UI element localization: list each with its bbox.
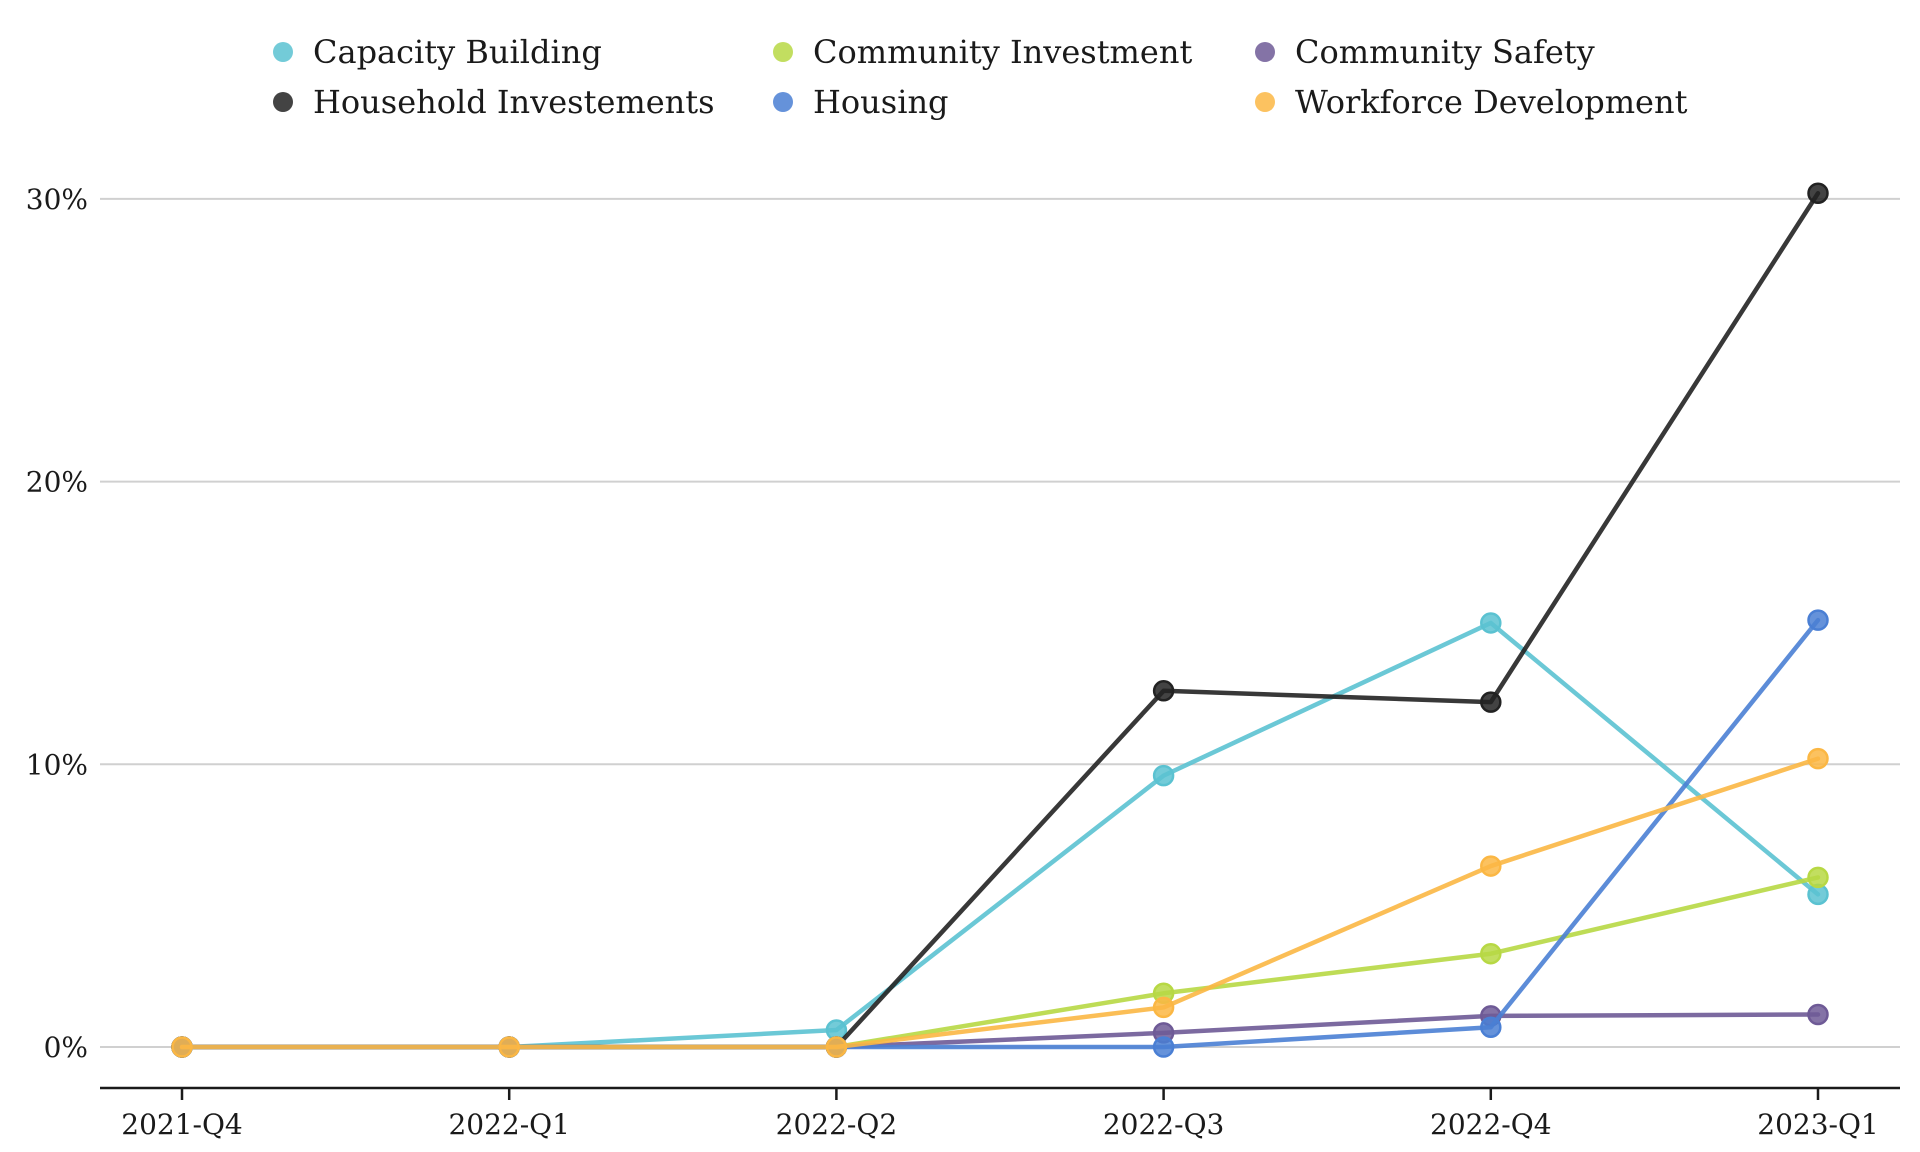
data-point-housing-2022-q3 xyxy=(1152,1036,1175,1058)
data-point-workforce-development-2022-q2 xyxy=(825,1036,848,1058)
legend-marker-workforce-development xyxy=(1255,92,1275,112)
legend-item-housing: Housing xyxy=(773,83,949,121)
data-point-capacity-building-2022-q3 xyxy=(1152,764,1175,787)
legend-marker-capacity-building xyxy=(273,42,293,62)
x-tick-label-2022-q2: 2022-Q2 xyxy=(776,1108,898,1141)
legend-item-community-safety: Community Safety xyxy=(1255,33,1595,71)
series-plot xyxy=(171,182,1829,1058)
legend-label-workforce-development: Workforce Development xyxy=(1295,83,1688,121)
legend-item-capacity-building: Capacity Building xyxy=(273,33,602,71)
series-housing xyxy=(171,609,1829,1058)
data-point-workforce-development-2022-q4 xyxy=(1480,855,1502,877)
axes: 0% 10% 20% 30% 2021-Q4 2022-Q1 2022-Q2 2022-Q3 2… xyxy=(26,183,1900,1141)
series-line-housing xyxy=(179,617,1821,1050)
series-line-capacity-building xyxy=(179,620,1821,1050)
x-tick-label-2021-q4: 2021-Q4 xyxy=(121,1108,243,1141)
x-tick-label-2022-q3: 2022-Q3 xyxy=(1103,1108,1225,1141)
y-tick-label-30: 30% xyxy=(26,183,88,216)
data-point-household-investements-2022-q3 xyxy=(1152,680,1175,702)
legend-marker-community-investment xyxy=(773,42,793,62)
legend-label-household-investements: Household Investements xyxy=(313,83,715,121)
data-point-community-investment-2022-q4 xyxy=(1480,942,1502,965)
legend-item-community-investment: Community Investment xyxy=(773,33,1192,71)
data-point-workforce-development-2022-q1 xyxy=(498,1036,520,1058)
legend-label-community-investment: Community Investment xyxy=(813,33,1192,71)
data-point-household-investements-2022-q4 xyxy=(1480,691,1502,713)
legend-label-capacity-building: Capacity Building xyxy=(313,33,602,71)
legend-label-housing: Housing xyxy=(813,83,949,121)
data-point-household-investements-2023-q1 xyxy=(1807,182,1829,204)
legend-item-workforce-development: Workforce Development xyxy=(1255,83,1688,121)
legend-item-household-investements: Household Investements xyxy=(273,83,715,121)
series-line-workforce-development xyxy=(179,756,1821,1050)
legend-label-community-safety: Community Safety xyxy=(1295,33,1595,71)
legend: Capacity Building Community Investment Com… xyxy=(273,33,1688,121)
data-point-community-investment-2023-q1 xyxy=(1807,866,1829,889)
x-tick-label-2023-q1: 2023-Q1 xyxy=(1757,1108,1879,1141)
data-point-community-safety-2023-q1 xyxy=(1807,1003,1829,1026)
data-point-workforce-development-2021-q4 xyxy=(171,1036,193,1058)
data-point-workforce-development-2023-q1 xyxy=(1807,747,1829,770)
y-tick-label-0: 0% xyxy=(44,1031,88,1064)
legend-marker-housing xyxy=(773,92,793,112)
y-tick-label-20: 20% xyxy=(26,466,88,499)
data-point-capacity-building-2022-q4 xyxy=(1480,612,1502,634)
series-workforce-development xyxy=(171,747,1829,1058)
legend-marker-household-investements xyxy=(273,92,293,112)
series-line-household-investements xyxy=(179,190,1821,1050)
data-point-housing-2022-q4 xyxy=(1480,1016,1502,1038)
x-tick-label-2022-q1: 2022-Q1 xyxy=(448,1108,570,1141)
data-point-workforce-development-2022-q3 xyxy=(1152,996,1175,1019)
data-point-housing-2023-q1 xyxy=(1807,609,1829,631)
series-household-investements xyxy=(171,182,1829,1058)
y-tick-label-10: 10% xyxy=(26,748,88,781)
x-tick-label-2022-q4: 2022-Q4 xyxy=(1430,1108,1552,1141)
legend-marker-community-safety xyxy=(1255,42,1275,62)
